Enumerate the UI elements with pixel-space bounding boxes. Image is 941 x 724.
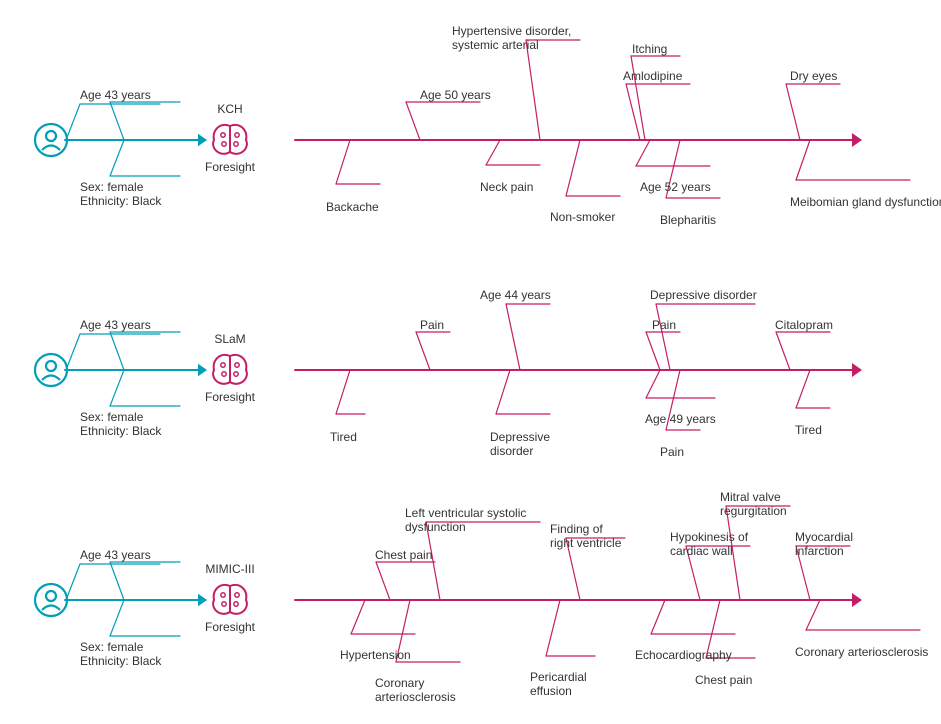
model-mimic: MIMIC-III: [195, 562, 265, 578]
input-slam-ethnicity: Ethnicity: Black: [80, 424, 161, 438]
model-sub-slam: Foresight: [195, 390, 265, 406]
out-bottom-mimic-2: Pericardialeffusion: [530, 670, 587, 699]
out-bottom-slam-4: Tired: [795, 423, 822, 437]
out-top-mimic-4: Mitral valveregurgitation: [720, 490, 787, 519]
out-top-slam-2: Pain: [652, 318, 676, 332]
out-top-kch-1: Hypertensive disorder,systemic arterial: [452, 24, 571, 53]
out-top-slam-4: Citalopram: [775, 318, 833, 332]
input-slam-sex: Sex: female: [80, 410, 143, 424]
out-bottom-kch-3: Age 52 years: [640, 180, 711, 194]
input-mimic-sex: Sex: female: [80, 640, 143, 654]
out-bottom-mimic-3: Echocardiography: [635, 648, 732, 662]
out-top-slam-1: Age 44 years: [480, 288, 551, 302]
out-top-kch-3: Itching: [632, 42, 667, 56]
model-slam: SLaM: [195, 332, 265, 348]
out-bottom-slam-1: Depressivedisorder: [490, 430, 550, 459]
out-bottom-mimic-4: Chest pain: [695, 673, 752, 687]
out-top-slam-3: Depressive disorder: [650, 288, 757, 302]
input-mimic-ethnicity: Ethnicity: Black: [80, 654, 161, 668]
out-top-kch-2: Amlodipine: [623, 69, 682, 83]
out-bottom-kch-4: Blepharitis: [660, 213, 716, 227]
out-bottom-kch-1: Neck pain: [480, 180, 533, 194]
input-kch-ethnicity: Ethnicity: Black: [80, 194, 161, 208]
out-bottom-kch-5: Meibomian gland dysfunction: [790, 195, 941, 209]
model-sub-mimic: Foresight: [195, 620, 265, 636]
out-top-kch-4: Dry eyes: [790, 69, 837, 83]
out-top-mimic-0: Chest pain: [375, 548, 432, 562]
out-bottom-slam-2: Age 49 years: [645, 412, 716, 426]
input-kch-sex: Sex: female: [80, 180, 143, 194]
model-kch: KCH: [195, 102, 265, 118]
out-bottom-slam-3: Pain: [660, 445, 684, 459]
out-top-mimic-5: Myocardialinfarction: [795, 530, 853, 559]
out-bottom-mimic-5: Coronary arteriosclerosis: [795, 645, 928, 659]
out-top-slam-0: Pain: [420, 318, 444, 332]
out-top-kch-0: Age 50 years: [420, 88, 491, 102]
out-top-mimic-1: Left ventricular systolicdysfunction: [405, 506, 526, 535]
out-bottom-slam-0: Tired: [330, 430, 357, 444]
input-kch-age: Age 43 years: [80, 88, 151, 102]
out-bottom-kch-0: Backache: [326, 200, 379, 214]
input-slam-age: Age 43 years: [80, 318, 151, 332]
input-mimic-age: Age 43 years: [80, 548, 151, 562]
out-top-mimic-2: Finding ofright ventricle: [550, 522, 621, 551]
out-bottom-mimic-1: Coronaryarteriosclerosis: [375, 676, 456, 705]
model-sub-kch: Foresight: [195, 160, 265, 176]
diagram-canvas: Age 43 yearsSex: femaleEthnicity: BlackK…: [20, 20, 921, 704]
out-bottom-kch-2: Non-smoker: [550, 210, 615, 224]
out-top-mimic-3: Hypokinesis ofcardiac wall: [670, 530, 748, 559]
out-bottom-mimic-0: Hypertension: [340, 648, 411, 662]
